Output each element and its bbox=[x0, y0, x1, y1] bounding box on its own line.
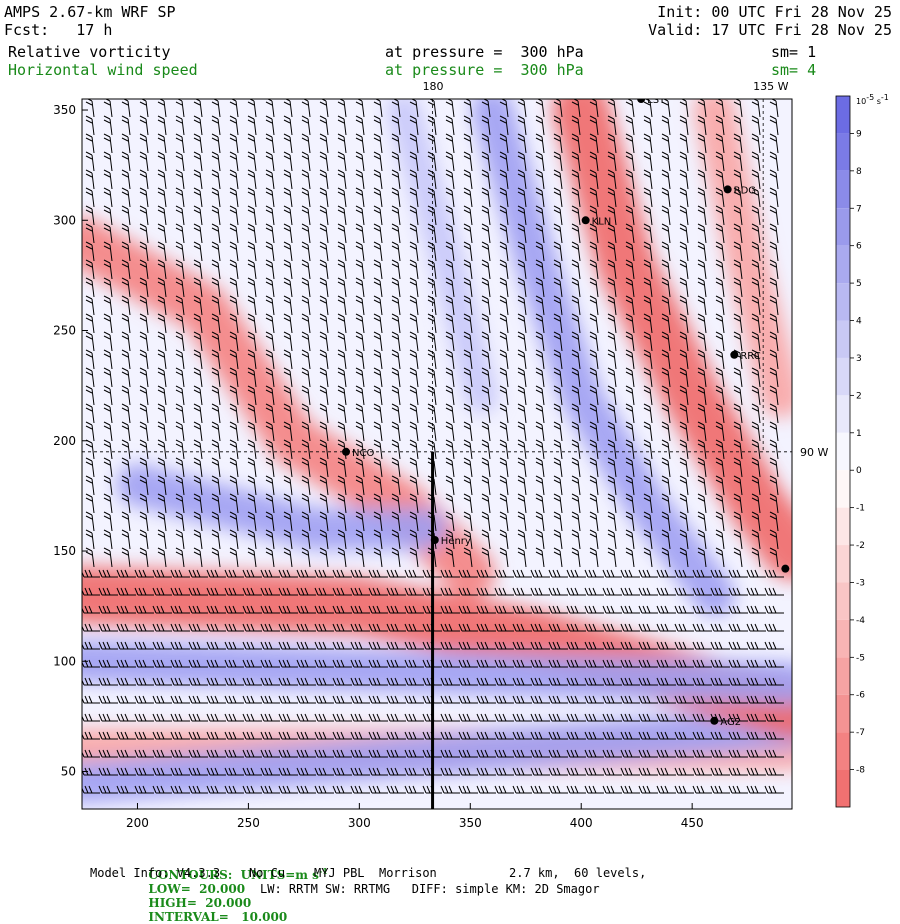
vorticity-wind-chart: LSTRDGKLNRRCNCOHenryAG2 180135 W90 W2002… bbox=[0, 0, 900, 840]
